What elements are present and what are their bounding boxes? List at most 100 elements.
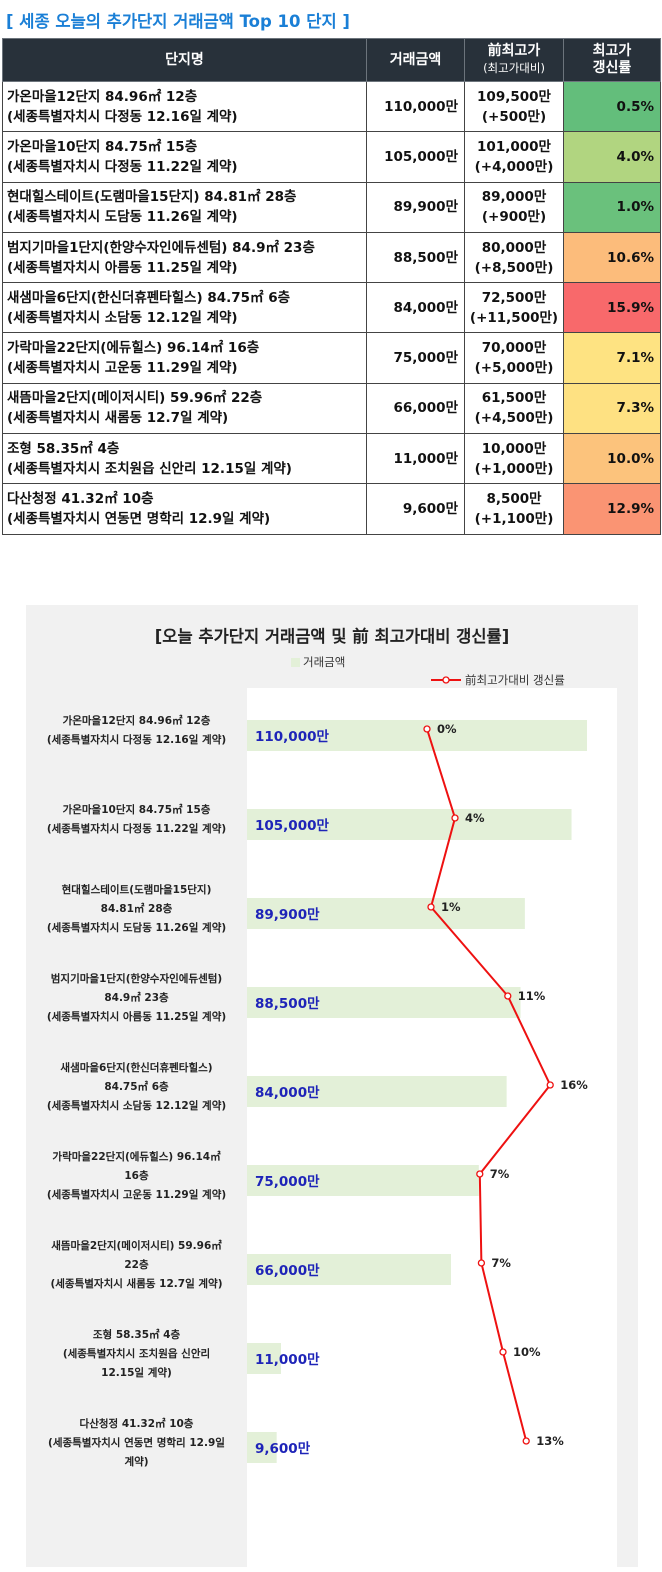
table-row: 범지기마을1단지(한양수자인에듀센텀) 84.9㎡ 23층 (세종특별자치시 아름…	[2, 231, 661, 284]
category-label-line: (세종특별자치시 새롬동 12.7일 계약)	[50, 1277, 223, 1290]
legend-line-marker-icon	[431, 676, 461, 684]
cell-name-line1: 조형 58.35㎡ 4층	[7, 440, 120, 457]
cell-rate: 15.9%	[563, 282, 661, 334]
category-label-line: 84.9㎡ 23층	[104, 991, 169, 1004]
category-label-line: 계약)	[124, 1455, 149, 1468]
cell-name: 다산청정 41.32㎡ 10층 (세종특별자치시 연동면 명학리 12.9일 계약…	[2, 483, 367, 535]
category-label-line: (세종특별자치시 다정동 11.22일 계약)	[46, 823, 227, 835]
bar-value-label: 11,000만	[255, 1352, 320, 1368]
cell-prev-value: 80,000만	[481, 239, 547, 256]
category-label-line: 가온마을10단지 84.75㎡ 15층	[62, 804, 211, 816]
cell-rate: 10.0%	[563, 433, 661, 485]
cell-name-line1: 새뜸마을2단지(메이저시티) 59.96㎡ 22층	[7, 390, 263, 407]
cell-name: 조형 58.35㎡ 4층 (세종특별자치시 조치원읍 신안리 12.15일 계약)	[2, 433, 367, 485]
category-label: 현대힐스테이트(도램마을15단지) 84.81㎡ 28층 (세종특별자치시 도담동 …	[26, 881, 247, 938]
cell-name-line2: (세종특별자치시 아름동 11.25일 계약)	[7, 259, 238, 276]
category-label-line: 가온마을12단지 84.96㎡ 12층	[62, 715, 211, 727]
category-label-line: 새샘마을6단지(한신더휴펜타힐스)	[60, 1061, 213, 1074]
table-row: 가온마을12단지 84.96㎡ 12층 (세종특별자치시 다정동 12.16일 계…	[2, 80, 661, 133]
cell-name-line2: (세종특별자치시 소담동 12.12일 계약)	[7, 309, 238, 326]
cell-price: 11,000만	[366, 433, 465, 485]
rate-point	[499, 1348, 507, 1356]
cell-prev-high: 8,500만 (+1,100만)	[464, 483, 564, 535]
category-label-line: 84.81㎡ 28층	[100, 902, 173, 915]
table-header-row: 단지명 거래금액 前최고가 (최고가대비) 최고가 갱신률	[2, 38, 661, 82]
rate-value-label: 10%	[513, 1345, 541, 1359]
chart-svg: 110,000만 105,000만 89,900만 88,500만 84,000만 75,…	[247, 720, 588, 1463]
category-label-line: 16층	[124, 1169, 149, 1182]
cell-name-line2: (세종특별자치시 다정동 12.16일 계약)	[7, 108, 238, 125]
cell-prev-diff: (+1,000만)	[474, 460, 554, 477]
rate-value-label: 11%	[518, 989, 546, 1003]
cell-price: 84,000만	[366, 282, 465, 334]
header-name: 단지명	[2, 38, 367, 82]
category-label-line: 가락마을22단지(에듀힐스) 96.14㎡	[52, 1150, 221, 1163]
header-prev-line1: 前최고가	[487, 43, 541, 59]
cell-prev-diff: (+900만)	[481, 209, 547, 226]
cell-name-line1: 현대힐스테이트(도램마을15단지) 84.81㎡ 28층	[7, 189, 297, 206]
rate-value-label: 1%	[441, 900, 461, 914]
cell-prev-high: 70,000만 (+5,000만)	[464, 332, 564, 384]
header-price: 거래금액	[366, 38, 465, 82]
bar-value-label: 84,000만	[255, 1085, 320, 1101]
cell-rate: 4.0%	[563, 131, 661, 183]
cell-name-line1: 범지기마을1단지(한양수자인에듀센텀) 84.9㎡ 23층	[7, 239, 315, 256]
cell-prev-value: 70,000만	[481, 340, 547, 357]
category-label-line: (세종특별자치시 도담동 11.26일 계약)	[46, 921, 227, 934]
cell-prev-diff: (+1,100만)	[474, 511, 554, 528]
bar-value-label: 105,000만	[255, 818, 329, 834]
cell-prev-diff: (+5,000만)	[474, 360, 554, 377]
cell-prev-diff: (+11,500만)	[469, 309, 559, 326]
rate-point	[451, 814, 459, 822]
cell-price: 66,000만	[366, 382, 465, 435]
category-label-line: 현대힐스테이트(도램마을15단지)	[61, 883, 212, 896]
cell-prev-high: 109,500만 (+500만)	[464, 80, 564, 133]
cell-name: 새샘마을6단지(한신더휴펜타힐스) 84.75㎡ 6층 (세종특별자치시 소담동 …	[2, 282, 367, 334]
category-label: 다산청정 41.32㎡ 10층 (세종특별자치시 연동면 명학리 12.9일 계약)	[26, 1415, 247, 1472]
cell-name-line1: 다산청정 41.32㎡ 10층	[7, 491, 154, 508]
category-label: 가락마을22단지(에듀힐스) 96.14㎡ 16층 (세종특별자치시 고운동 11.…	[26, 1148, 247, 1205]
cell-prev-value: 101,000만	[477, 138, 551, 155]
cell-name: 가온마을10단지 84.75㎡ 15층 (세종특별자치시 다정동 11.22일 계…	[2, 131, 367, 183]
category-label-line: 12.15일 계약)	[101, 1366, 172, 1379]
rate-point	[522, 1437, 530, 1445]
bar-value-label: 89,900만	[255, 907, 320, 923]
header-rate: 최고가 갱신률	[563, 38, 661, 82]
cell-prev-value: 61,500만	[481, 390, 547, 407]
cell-name-line1: 새샘마을6단지(한신더휴펜타힐스) 84.75㎡ 6층	[7, 289, 291, 306]
cell-rate: 10.6%	[563, 231, 661, 284]
table-row: 가온마을10단지 84.75㎡ 15층 (세종특별자치시 다정동 11.22일 계…	[2, 131, 661, 183]
cell-name-line2: (세종특별자치시 새롬동 12.7일 계약)	[7, 410, 229, 427]
legend-line-label: 前최고가대비 갱신률	[465, 673, 565, 687]
chart-title: [오늘 추가단지 거래금액 및 前 최고가대비 갱신률]	[154, 627, 510, 646]
cell-price: 9,600만	[366, 483, 465, 535]
legend-line-entry: 前최고가대비 갱신률	[430, 671, 565, 689]
cell-rate: 7.3%	[563, 382, 661, 435]
category-label-line: 84.75㎡ 6층	[104, 1080, 169, 1093]
cell-prev-high: 80,000만 (+8,500만)	[464, 231, 564, 284]
cell-prev-diff: (+8,500만)	[474, 259, 554, 276]
cell-name: 새뜸마을2단지(메이저시티) 59.96㎡ 22층 (세종특별자치시 새롬동 12…	[2, 382, 367, 435]
category-label-line: 조형 58.35㎡ 4층	[92, 1328, 181, 1341]
cell-name-line1: 가락마을22단지(에듀힐스) 96.14㎡ 16층	[7, 340, 260, 357]
rate-point	[423, 725, 431, 733]
rate-value-label: 16%	[560, 1078, 588, 1092]
bar-value-label: 66,000만	[255, 1263, 320, 1279]
bar	[247, 720, 587, 751]
rate-point	[546, 1081, 554, 1089]
legend-bar-entry: 거래금액	[291, 654, 345, 670]
category-label: 새뜸마을2단지(메이저시티) 59.96㎡ 22층 (세종특별자치시 새롬동 12.…	[26, 1237, 247, 1294]
bar-value-label: 110,000만	[255, 729, 329, 745]
cell-prev-high: 10,000만 (+1,000만)	[464, 433, 564, 485]
rate-point	[476, 1170, 484, 1178]
cell-rate: 0.5%	[563, 80, 661, 133]
rate-value-label: 13%	[536, 1434, 564, 1448]
category-label: 가온마을12단지 84.96㎡ 12층 (세종특별자치시 다정동 12.16일 계…	[26, 712, 247, 750]
cell-prev-diff: (+4,500만)	[474, 410, 554, 427]
bar	[247, 987, 521, 1018]
table-row: 새샘마을6단지(한신더휴펜타힐스) 84.75㎡ 6층 (세종특별자치시 소담동 …	[2, 282, 661, 334]
category-label-line: (세종특별자치시 다정동 12.16일 계약)	[46, 734, 227, 746]
category-label-line: (세종특별자치시 고운동 11.29일 계약)	[46, 1188, 227, 1201]
cell-name-line1: 가온마을12단지 84.96㎡ 12층	[7, 88, 198, 105]
chart-panel: [오늘 추가단지 거래금액 및 前 최고가대비 갱신률] 거래금액 前최고가대비…	[26, 605, 638, 1567]
